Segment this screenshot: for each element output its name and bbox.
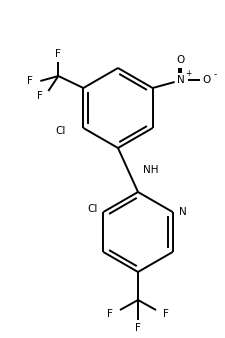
Text: O: O xyxy=(176,55,184,65)
Text: Cl: Cl xyxy=(55,126,65,136)
Text: N: N xyxy=(176,75,184,85)
Text: Cl: Cl xyxy=(87,204,97,214)
Text: N: N xyxy=(178,207,186,217)
Text: F: F xyxy=(162,309,168,319)
Text: F: F xyxy=(37,91,43,101)
Text: F: F xyxy=(107,309,112,319)
Text: F: F xyxy=(27,76,33,86)
Text: F: F xyxy=(135,323,140,333)
Text: -: - xyxy=(213,71,216,79)
Text: +: + xyxy=(185,70,191,78)
Text: O: O xyxy=(202,75,210,85)
Text: F: F xyxy=(55,49,61,59)
Text: NH: NH xyxy=(142,165,158,175)
